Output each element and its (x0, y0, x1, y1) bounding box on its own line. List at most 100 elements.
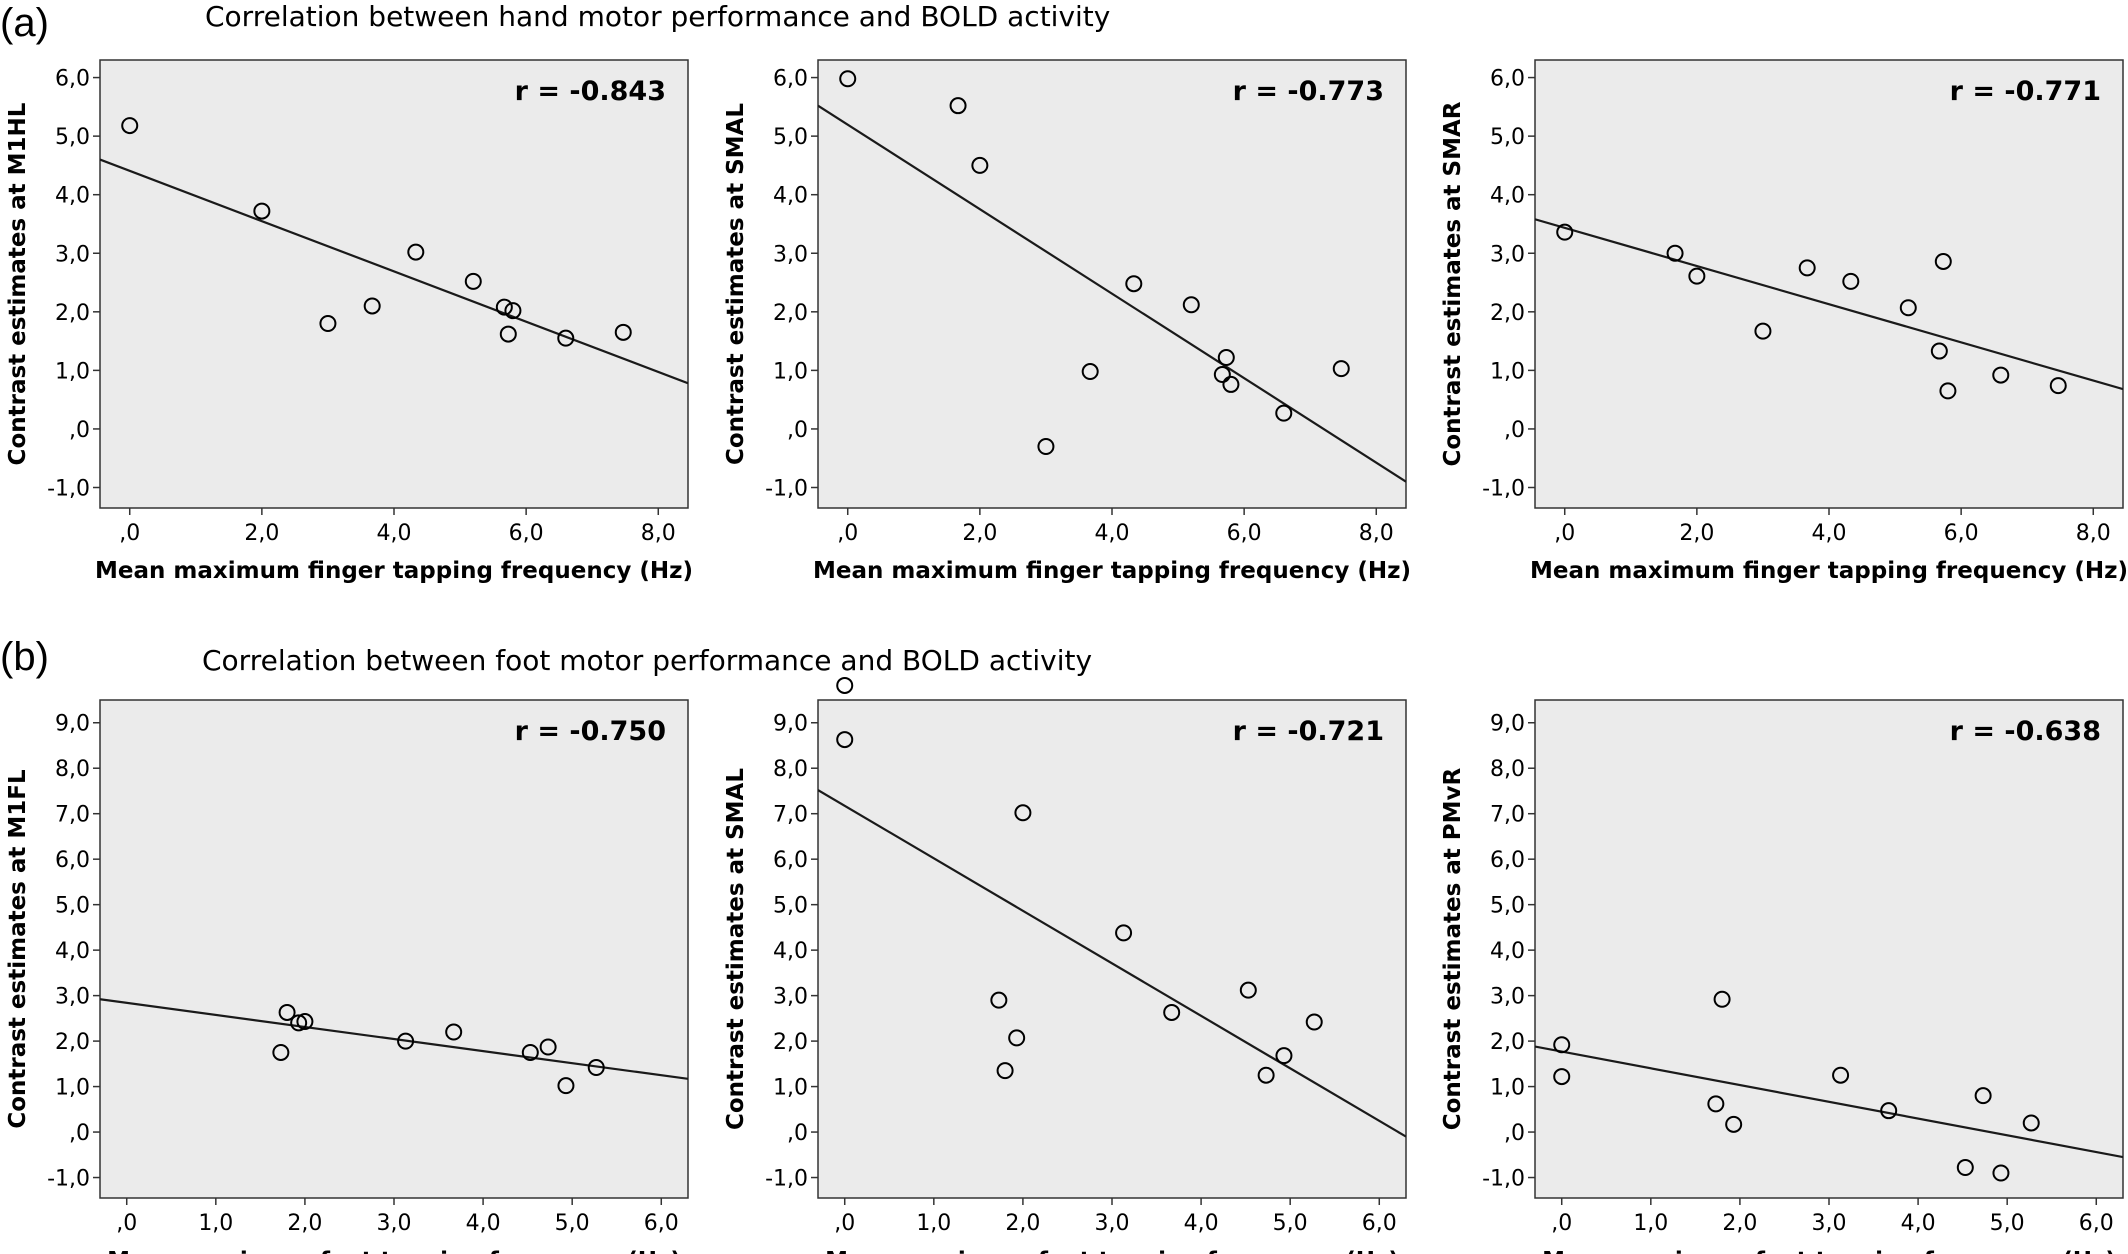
plot-area (817, 699, 1407, 1199)
x-axis-label: Mean maximum finger tapping frequency (H… (95, 558, 693, 584)
y-tick-label: ,0 (787, 418, 808, 443)
x-tick-label: 6,0 (509, 521, 544, 546)
data-point (1037, 438, 1055, 456)
x-tick-label: 2,0 (1679, 521, 1714, 546)
data-point (557, 329, 575, 347)
data-point (971, 156, 989, 174)
data-point (1222, 375, 1240, 393)
data-point (1556, 223, 1574, 241)
data-point (949, 97, 967, 115)
row-a-title: Correlation between hand motor performan… (205, 0, 1110, 33)
y-tick-label: ,0 (69, 1121, 90, 1146)
y-tick-label: 2,0 (55, 301, 90, 326)
regression-line (1535, 1045, 2123, 1159)
y-axis-label: Contrast estimates at M1FL (5, 769, 31, 1129)
data-point (1688, 267, 1706, 285)
y-axis-label: Contrast estimates at PMvR (1440, 767, 1466, 1130)
y-tick-label: 8,0 (55, 757, 90, 782)
scatter-panel-4: -1,0 ,0 1,0 2,0 3,0 4,0 5,0 6,0 7,0 8,0 9,0 ,0 1,0 2,… (5, 699, 689, 1254)
data-point (1182, 296, 1200, 314)
data-point (407, 243, 425, 261)
x-axis-label: Mean maximum foot tapping frequency (Hz) (107, 1248, 681, 1254)
x-axis-label: Mean maximum foot tapping frequency (Hz) (825, 1248, 1399, 1254)
correlation-annotation: r = -0.721 (1233, 716, 1384, 747)
y-tick-label: -1,0 (1482, 477, 1525, 502)
y-tick-label: 4,0 (55, 184, 90, 209)
y-tick-label: -1,0 (765, 477, 808, 502)
y-tick-label: 1,0 (773, 1076, 808, 1101)
data-point (1934, 252, 1952, 270)
data-point (836, 676, 854, 694)
y-tick-label: ,0 (1504, 1121, 1525, 1146)
plot-area (99, 59, 689, 509)
data-point (278, 1003, 296, 1021)
x-tick-label: ,0 (837, 521, 858, 546)
y-tick-label: 7,0 (55, 803, 90, 828)
y-tick-label: 2,0 (1490, 1030, 1525, 1055)
data-point (539, 1038, 557, 1056)
panels: -1,0 ,0 1,0 2,0 3,0 4,0 5,0 6,0 ,0 2,0 4,0 6,0 8,0 Me… (5, 59, 2128, 1254)
y-tick-label: 9,0 (773, 712, 808, 737)
data-point (1880, 1102, 1898, 1120)
data-point (1125, 275, 1143, 293)
y-tick-label: 3,0 (1490, 242, 1525, 267)
y-tick-label: 6,0 (773, 67, 808, 92)
plot-area (1534, 699, 2124, 1199)
y-tick-label: 3,0 (55, 242, 90, 267)
x-tick-label: 3,0 (1812, 1211, 1847, 1236)
data-point (1305, 1013, 1323, 1031)
x-tick-label: 6,0 (1944, 521, 1979, 546)
data-point (836, 731, 854, 749)
data-point (557, 1077, 575, 1095)
x-tick-label: 5,0 (1273, 1211, 1308, 1236)
data-point (1275, 404, 1293, 422)
y-tick-label: 4,0 (773, 939, 808, 964)
regression-line (100, 158, 688, 385)
y-tick-label: 3,0 (55, 985, 90, 1010)
x-tick-label: 2,0 (1005, 1211, 1040, 1236)
y-tick-label: 6,0 (55, 67, 90, 92)
data-point (1992, 1164, 2010, 1182)
y-tick-label: ,0 (787, 1121, 808, 1146)
data-point (1725, 1115, 1743, 1133)
data-point (1713, 990, 1731, 1008)
y-tick-label: 3,0 (1490, 985, 1525, 1010)
y-axis-label: Contrast estimates at SMAR (1440, 101, 1466, 466)
data-point (1930, 342, 1948, 360)
y-tick-label: 5,0 (1490, 125, 1525, 150)
data-point (1008, 1029, 1026, 1047)
data-point (1239, 981, 1257, 999)
y-tick-label: 1,0 (1490, 1076, 1525, 1101)
y-tick-label: 3,0 (773, 242, 808, 267)
plot-area (99, 699, 689, 1199)
x-tick-label: ,0 (834, 1211, 855, 1236)
x-tick-label: 1,0 (1633, 1211, 1668, 1236)
data-point (990, 991, 1008, 1009)
data-point (521, 1043, 539, 1061)
x-tick-label: 2,0 (1722, 1211, 1757, 1236)
regression-line (1535, 218, 2123, 391)
x-tick-label: 5,0 (1990, 1211, 2025, 1236)
y-tick-label: 2,0 (773, 301, 808, 326)
x-tick-label: 4,0 (1901, 1211, 1936, 1236)
x-axis-label: Mean maximum finger tapping frequency (H… (1530, 558, 2128, 584)
x-tick-label: 1,0 (198, 1211, 233, 1236)
y-tick-label: 7,0 (773, 803, 808, 828)
y-tick-label: 5,0 (55, 894, 90, 919)
y-tick-label: 4,0 (1490, 184, 1525, 209)
data-point (296, 1013, 314, 1031)
data-point (319, 315, 337, 333)
x-tick-label: 2,0 (287, 1211, 322, 1236)
x-tick-label: 4,0 (1812, 521, 1847, 546)
data-point (1842, 272, 1860, 290)
row-b-letter: (b) (0, 635, 49, 679)
y-tick-label: 4,0 (55, 939, 90, 964)
data-point (1275, 1047, 1293, 1065)
x-tick-label: 8,0 (641, 521, 676, 546)
data-point (253, 202, 271, 220)
x-tick-label: 6,0 (644, 1211, 679, 1236)
data-point (445, 1023, 463, 1041)
x-tick-label: 6,0 (1227, 521, 1262, 546)
y-tick-label: -1,0 (1482, 1167, 1525, 1192)
y-tick-label: 6,0 (773, 848, 808, 873)
